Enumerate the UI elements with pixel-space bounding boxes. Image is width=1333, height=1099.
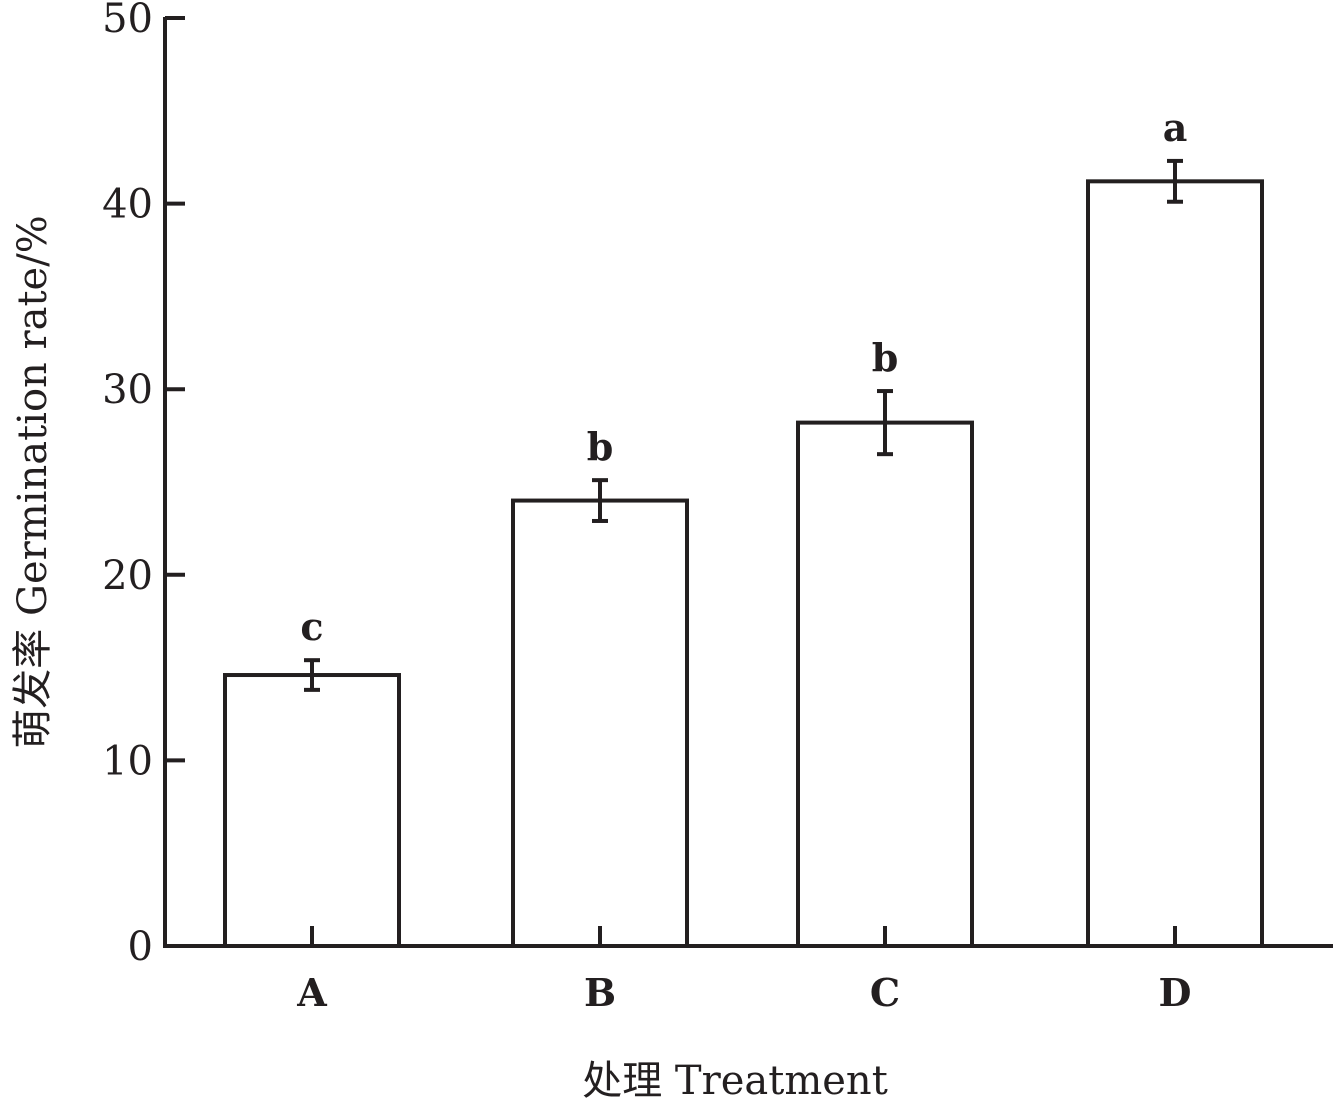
significance-label-B: b — [587, 424, 614, 469]
bar-B — [511, 498, 689, 948]
y-axis-title: 萌发率 Germination rate/% — [10, 215, 56, 748]
significance-label-D: a — [1163, 105, 1188, 150]
bar-A — [223, 673, 401, 948]
y-tick-label: 20 — [102, 553, 153, 599]
x-axis-title: 处理 Treatment — [582, 1058, 888, 1099]
y-tick-label: 0 — [128, 924, 153, 970]
x-tick-label: C — [870, 970, 900, 1015]
bar-C — [796, 420, 974, 949]
significance-label-A: c — [300, 604, 323, 649]
x-tick-label: D — [1159, 970, 1192, 1015]
y-tick-label: 10 — [102, 738, 153, 784]
significance-label-C: b — [872, 335, 899, 380]
y-tick-label: 50 — [102, 0, 153, 42]
y-tick-label: 40 — [102, 182, 153, 228]
bar-D — [1086, 179, 1264, 948]
y-tick-label: 30 — [102, 367, 153, 413]
x-tick-label: B — [584, 970, 616, 1015]
x-tick-label: A — [296, 970, 327, 1015]
